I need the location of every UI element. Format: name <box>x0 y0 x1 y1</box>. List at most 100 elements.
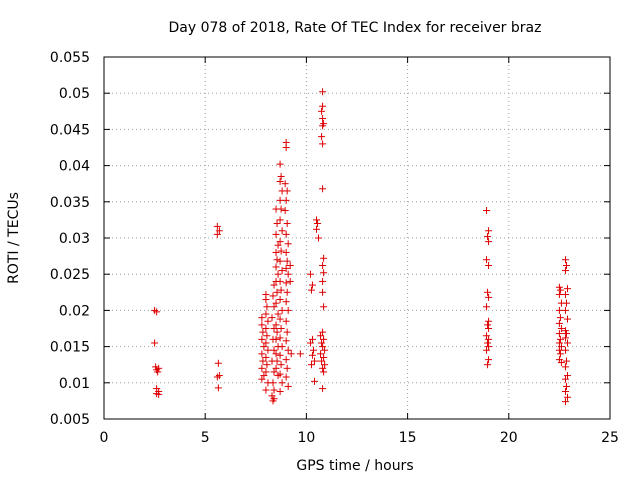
data-point <box>262 339 270 347</box>
data-point <box>483 206 491 214</box>
data-point <box>282 298 290 306</box>
data-point <box>556 350 564 358</box>
data-point <box>318 133 326 141</box>
y-tick-label: 0.03 <box>59 231 90 247</box>
data-point <box>263 303 271 311</box>
data-point <box>276 257 284 265</box>
data-point <box>282 317 290 325</box>
data-point <box>272 230 280 238</box>
data-point <box>485 317 493 325</box>
data-point <box>320 254 328 262</box>
data-point <box>272 321 280 329</box>
data-point <box>555 283 563 291</box>
data-point <box>277 325 285 332</box>
data-point <box>276 334 284 342</box>
data-point <box>273 328 281 336</box>
data-point <box>281 180 289 188</box>
data-point <box>485 325 493 332</box>
data-point <box>320 269 328 277</box>
data-point <box>561 346 569 354</box>
data-point <box>276 315 284 323</box>
data-point <box>152 363 160 371</box>
data-point <box>561 334 569 342</box>
data-point <box>561 267 569 275</box>
data-point <box>313 225 321 233</box>
data-point <box>282 373 290 381</box>
data-point <box>213 230 221 238</box>
data-point <box>315 234 323 242</box>
data-point <box>484 321 492 329</box>
data-point <box>313 216 321 224</box>
data-point <box>485 227 493 235</box>
data-point <box>262 386 270 394</box>
data-point <box>307 361 315 369</box>
data-point <box>556 314 564 322</box>
data-point <box>260 372 268 380</box>
data-point <box>320 368 328 376</box>
data-point <box>283 328 291 336</box>
data-point <box>308 281 316 289</box>
data-point <box>258 375 266 383</box>
y-axis-label: ROTI / TECUs <box>6 192 22 284</box>
data-point <box>563 393 571 401</box>
data-point <box>282 279 290 287</box>
data-point <box>485 238 493 246</box>
data-point <box>215 227 223 235</box>
data-point <box>561 387 569 395</box>
data-point <box>259 328 267 336</box>
data-point <box>270 368 278 376</box>
data-point <box>283 364 291 372</box>
data-point <box>153 308 161 316</box>
data-point <box>284 382 292 390</box>
data-point <box>263 332 271 340</box>
data-point <box>262 296 270 304</box>
data-point <box>264 317 272 325</box>
data-point <box>319 288 327 296</box>
data-point <box>278 379 286 387</box>
data-point <box>277 361 285 369</box>
data-point <box>319 102 327 110</box>
data-point <box>296 350 304 358</box>
data-point <box>562 382 570 390</box>
data-point <box>282 356 290 364</box>
data-point <box>277 205 285 213</box>
data-point <box>283 187 291 195</box>
data-point <box>272 248 280 256</box>
data-point <box>319 343 327 351</box>
data-point <box>317 350 325 358</box>
y-tick-label: 0.025 <box>50 267 90 283</box>
y-tick-label: 0.055 <box>50 50 90 66</box>
data-point <box>277 286 285 294</box>
data-point <box>262 310 270 318</box>
data-points <box>151 88 571 406</box>
data-point <box>270 281 278 289</box>
data-point <box>555 346 563 354</box>
data-point <box>563 339 571 347</box>
data-point <box>154 368 162 376</box>
data-point <box>273 357 281 365</box>
data-point <box>556 286 564 294</box>
data-point <box>263 361 271 369</box>
y-axis: 0.005 0.01 0.015 0.02 0.025 0.03 0.035 0.04 0.04… <box>50 50 610 428</box>
y-tick-label: 0.045 <box>50 122 90 138</box>
data-point <box>272 350 280 358</box>
data-point <box>272 335 280 343</box>
data-point <box>262 325 270 332</box>
data-point <box>557 359 565 367</box>
data-point <box>278 306 286 314</box>
data-point <box>276 160 284 168</box>
data-point <box>284 306 292 314</box>
x-tick-label: 0 <box>100 430 109 446</box>
data-point <box>563 285 571 293</box>
y-tick-label: 0.035 <box>50 195 90 211</box>
data-point <box>287 350 295 358</box>
x-tick-label: 20 <box>500 430 518 446</box>
data-point <box>155 364 163 372</box>
data-point <box>483 256 491 264</box>
data-point <box>277 247 285 255</box>
data-point <box>272 299 280 307</box>
data-point <box>282 337 290 345</box>
data-point <box>306 270 314 278</box>
data-point <box>483 303 491 311</box>
